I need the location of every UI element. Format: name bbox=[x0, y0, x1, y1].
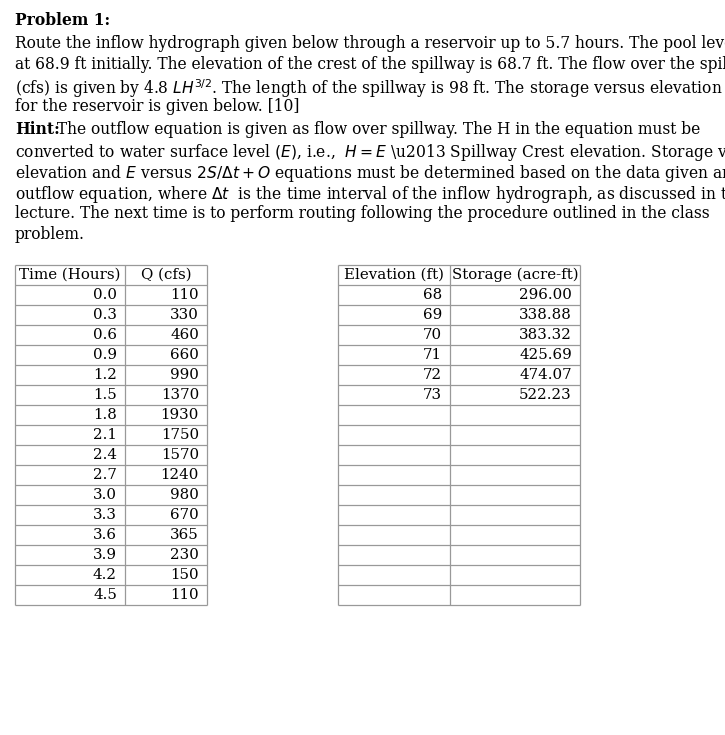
Text: Problem 1:: Problem 1: bbox=[15, 12, 110, 29]
Text: 660: 660 bbox=[170, 348, 199, 362]
Text: 4.2: 4.2 bbox=[93, 568, 117, 582]
Text: converted to water surface level $(E)$, i.e.,  $H = E$ \u2013 Spillway Crest ele: converted to water surface level $(E)$, … bbox=[15, 142, 725, 163]
Text: 1930: 1930 bbox=[161, 408, 199, 422]
Text: 460: 460 bbox=[170, 328, 199, 342]
Text: 2.4: 2.4 bbox=[93, 448, 117, 462]
Text: 73: 73 bbox=[423, 388, 442, 402]
Text: 3.3: 3.3 bbox=[93, 508, 117, 522]
Text: 425.69: 425.69 bbox=[519, 348, 572, 362]
Text: lecture. The next time is to perform routing following the procedure outlined in: lecture. The next time is to perform rou… bbox=[15, 205, 710, 222]
Text: 365: 365 bbox=[170, 528, 199, 542]
Text: Q (cfs): Q (cfs) bbox=[141, 268, 191, 282]
Text: 0.0: 0.0 bbox=[93, 288, 117, 302]
Text: outflow equation, where $\Delta t$  is the time interval of the inflow hydrograp: outflow equation, where $\Delta t$ is th… bbox=[15, 184, 725, 205]
Text: (cfs) is given by 4.8 $LH^{3/2}$. The length of the spillway is 98 ft. The stora: (cfs) is given by 4.8 $LH^{3/2}$. The le… bbox=[15, 77, 725, 100]
Text: 990: 990 bbox=[170, 368, 199, 382]
Text: 72: 72 bbox=[423, 368, 442, 382]
Text: 383.32: 383.32 bbox=[519, 328, 572, 342]
Text: 0.6: 0.6 bbox=[93, 328, 117, 342]
Text: 338.88: 338.88 bbox=[519, 308, 572, 322]
Text: 474.07: 474.07 bbox=[519, 368, 572, 382]
Text: Hint:: Hint: bbox=[15, 121, 59, 138]
Text: 296.00: 296.00 bbox=[519, 288, 572, 302]
Text: 522.23: 522.23 bbox=[519, 388, 572, 402]
Text: 3.6: 3.6 bbox=[93, 528, 117, 542]
Text: at 68.9 ft initially. The elevation of the crest of the spillway is 68.7 ft. The: at 68.9 ft initially. The elevation of t… bbox=[15, 56, 725, 73]
Text: 69: 69 bbox=[423, 308, 442, 322]
Text: elevation and $E$ versus $2S/\Delta t+O$ equations must be determined based on t: elevation and $E$ versus $2S/\Delta t+O$… bbox=[15, 163, 725, 184]
Text: 330: 330 bbox=[170, 308, 199, 322]
Text: 110: 110 bbox=[170, 588, 199, 602]
Text: 4.5: 4.5 bbox=[93, 588, 117, 602]
Text: 670: 670 bbox=[170, 508, 199, 522]
Text: 0.3: 0.3 bbox=[93, 308, 117, 322]
Text: 1.5: 1.5 bbox=[94, 388, 117, 402]
Text: 2.7: 2.7 bbox=[93, 468, 117, 482]
Text: 1.2: 1.2 bbox=[93, 368, 117, 382]
Text: problem.: problem. bbox=[15, 226, 85, 243]
Text: 1240: 1240 bbox=[161, 468, 199, 482]
Text: 1750: 1750 bbox=[161, 428, 199, 442]
Text: Elevation (ft): Elevation (ft) bbox=[344, 268, 444, 282]
Text: 1370: 1370 bbox=[161, 388, 199, 402]
Text: 1570: 1570 bbox=[161, 448, 199, 462]
Text: 3.9: 3.9 bbox=[93, 548, 117, 562]
Text: Time (Hours): Time (Hours) bbox=[20, 268, 120, 282]
Text: 230: 230 bbox=[170, 548, 199, 562]
Text: 68: 68 bbox=[423, 288, 442, 302]
Text: for the reservoir is given below. [10]: for the reservoir is given below. [10] bbox=[15, 98, 299, 115]
Text: 110: 110 bbox=[170, 288, 199, 302]
Text: 3.0: 3.0 bbox=[93, 488, 117, 502]
Text: 70: 70 bbox=[423, 328, 442, 342]
Text: 2.1: 2.1 bbox=[93, 428, 117, 442]
Text: Storage (acre-ft): Storage (acre-ft) bbox=[452, 268, 579, 282]
Text: 71: 71 bbox=[423, 348, 442, 362]
Text: 1.8: 1.8 bbox=[93, 408, 117, 422]
Text: 150: 150 bbox=[170, 568, 199, 582]
Text: Route the inflow hydrograph given below through a reservoir up to 5.7 hours. The: Route the inflow hydrograph given below … bbox=[15, 35, 725, 52]
Text: The outflow equation is given as flow over spillway. The H in the equation must : The outflow equation is given as flow ov… bbox=[52, 121, 700, 138]
Text: 0.9: 0.9 bbox=[93, 348, 117, 362]
Text: 980: 980 bbox=[170, 488, 199, 502]
